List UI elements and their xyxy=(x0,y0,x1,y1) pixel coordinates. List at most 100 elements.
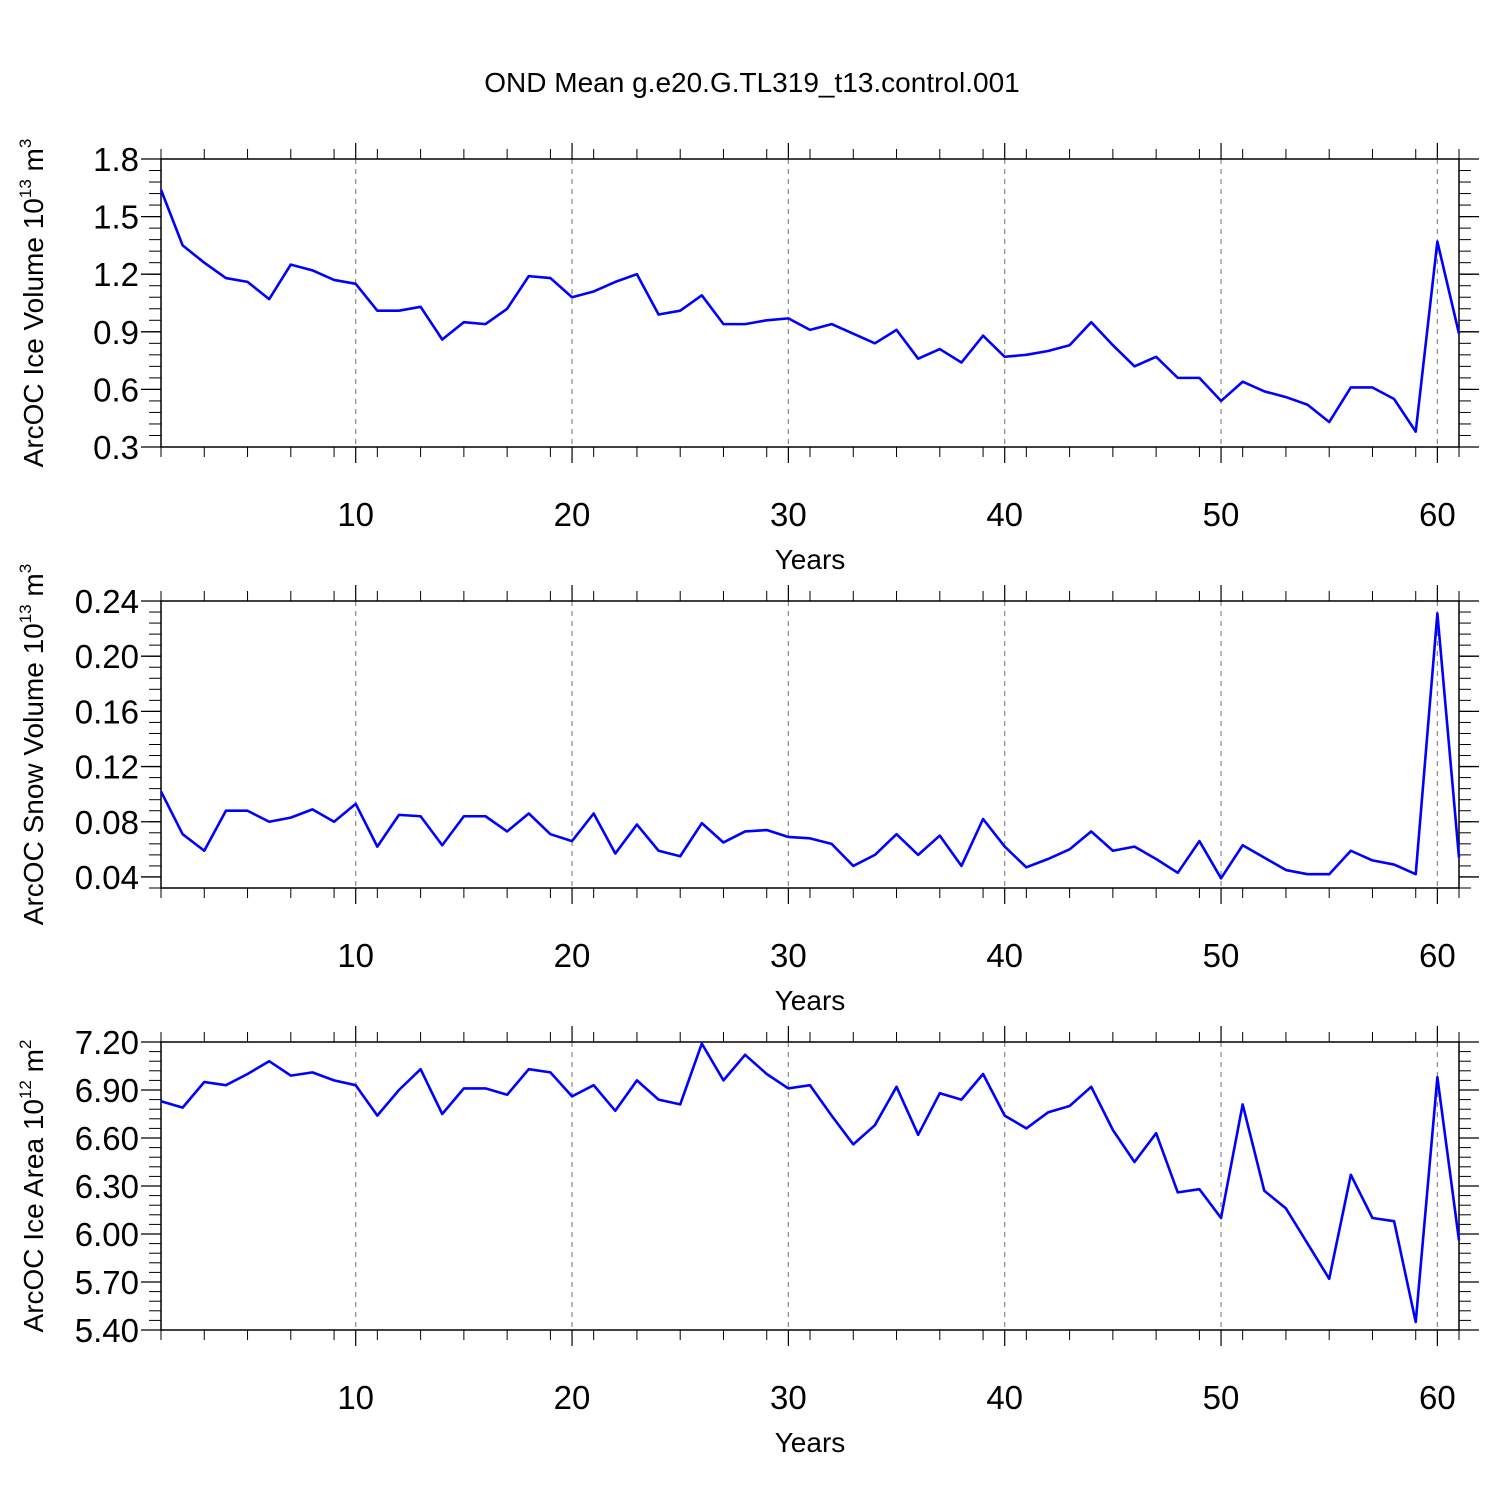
series-line xyxy=(159,189,1461,433)
data-point xyxy=(418,304,423,309)
data-point xyxy=(440,1112,445,1117)
data-point xyxy=(1154,857,1159,862)
data-point xyxy=(699,821,704,826)
data-point xyxy=(1262,389,1267,394)
data-point xyxy=(375,308,380,313)
x-tick-label: 50 xyxy=(1203,1379,1240,1416)
data-point xyxy=(591,289,596,294)
series-line xyxy=(159,612,1461,880)
data-point xyxy=(981,1072,986,1077)
data-point xyxy=(505,306,510,311)
data-point xyxy=(613,851,618,856)
x-tick-label: 50 xyxy=(1203,937,1240,974)
data-point xyxy=(656,312,661,317)
data-point xyxy=(699,293,704,298)
data-point xyxy=(1175,870,1180,875)
data-point xyxy=(223,1083,228,1088)
x-tick-label: 10 xyxy=(337,496,374,533)
data-point xyxy=(245,808,250,813)
y-axis-title: ArcOC Snow Volume 1013 m3 xyxy=(16,564,49,925)
data-point xyxy=(1045,349,1050,354)
data-point xyxy=(1305,402,1310,407)
data-point xyxy=(613,279,618,284)
data-point xyxy=(1024,1126,1029,1131)
data-point xyxy=(634,272,639,277)
data-point xyxy=(1110,1128,1115,1133)
y-axis-title: ArcOC Ice Area 1012 m2 xyxy=(16,1040,49,1333)
data-point xyxy=(829,1113,834,1118)
data-point xyxy=(1305,1241,1310,1246)
data-point xyxy=(699,1041,704,1046)
data-point xyxy=(1024,352,1029,357)
data-point xyxy=(786,316,791,321)
data-point xyxy=(180,832,185,837)
y-axis-title: ArcOC Ice Volume 1013 m3 xyxy=(16,139,49,468)
data-point xyxy=(202,1080,207,1085)
y-tick-label: 6.60 xyxy=(75,1120,139,1157)
data-point xyxy=(353,1083,358,1088)
data-point xyxy=(1262,1188,1267,1193)
data-point xyxy=(851,863,856,868)
x-tick-label: 20 xyxy=(554,937,591,974)
plot-frame xyxy=(160,158,1460,448)
data-point xyxy=(851,1142,856,1147)
y-tick-label: 0.9 xyxy=(93,314,139,351)
data-point xyxy=(267,297,272,302)
data-point xyxy=(288,262,293,267)
data-point xyxy=(245,1072,250,1077)
data-point xyxy=(872,1123,877,1128)
data-point xyxy=(440,843,445,848)
data-point xyxy=(1435,611,1440,616)
data-point xyxy=(829,841,834,846)
data-point xyxy=(1370,858,1375,863)
panel-2: 0.04 0.08 0.12 0.16 0.20 0.24 10 20 30 40 50 60 Year… xyxy=(16,564,1479,1016)
data-point xyxy=(872,341,877,346)
data-point xyxy=(202,260,207,265)
data-point xyxy=(1219,398,1224,403)
y-tick-label: 0.04 xyxy=(75,859,139,896)
data-point xyxy=(548,276,553,281)
data-point xyxy=(743,829,748,834)
data-point xyxy=(937,347,942,352)
y-tick-label: 1.2 xyxy=(93,256,139,293)
data-point xyxy=(570,1094,575,1099)
data-point xyxy=(1240,1102,1245,1107)
data-point xyxy=(288,815,293,820)
data-point xyxy=(1435,239,1440,244)
data-point xyxy=(310,1070,315,1075)
data-point xyxy=(526,1067,531,1072)
x-tick-label: 60 xyxy=(1419,937,1456,974)
data-point xyxy=(634,1078,639,1083)
data-point xyxy=(1045,857,1050,862)
data-point xyxy=(1457,855,1462,860)
data-point xyxy=(959,360,964,365)
data-point xyxy=(1413,429,1418,434)
data-point xyxy=(332,1078,337,1083)
data-point xyxy=(1067,1104,1072,1109)
x-tick-label: 40 xyxy=(986,937,1023,974)
data-point xyxy=(678,854,683,859)
data-point xyxy=(483,814,488,819)
data-point xyxy=(310,268,315,273)
data-point xyxy=(1154,354,1159,359)
data-point xyxy=(202,848,207,853)
data-point xyxy=(937,1091,942,1096)
data-point xyxy=(267,819,272,824)
x-tick-label: 30 xyxy=(770,937,807,974)
data-point xyxy=(1089,1084,1094,1089)
data-point xyxy=(959,863,964,868)
x-tick-label: 10 xyxy=(337,937,374,974)
data-point xyxy=(808,327,813,332)
data-point xyxy=(1348,848,1353,853)
data-point xyxy=(223,808,228,813)
data-point xyxy=(981,333,986,338)
data-point xyxy=(418,814,423,819)
data-point xyxy=(678,308,683,313)
data-point xyxy=(1110,848,1115,853)
data-point xyxy=(764,318,769,323)
data-point xyxy=(1327,420,1332,425)
data-point xyxy=(353,281,358,286)
data-point xyxy=(764,1072,769,1077)
data-point xyxy=(1327,872,1332,877)
data-point xyxy=(180,1105,185,1110)
